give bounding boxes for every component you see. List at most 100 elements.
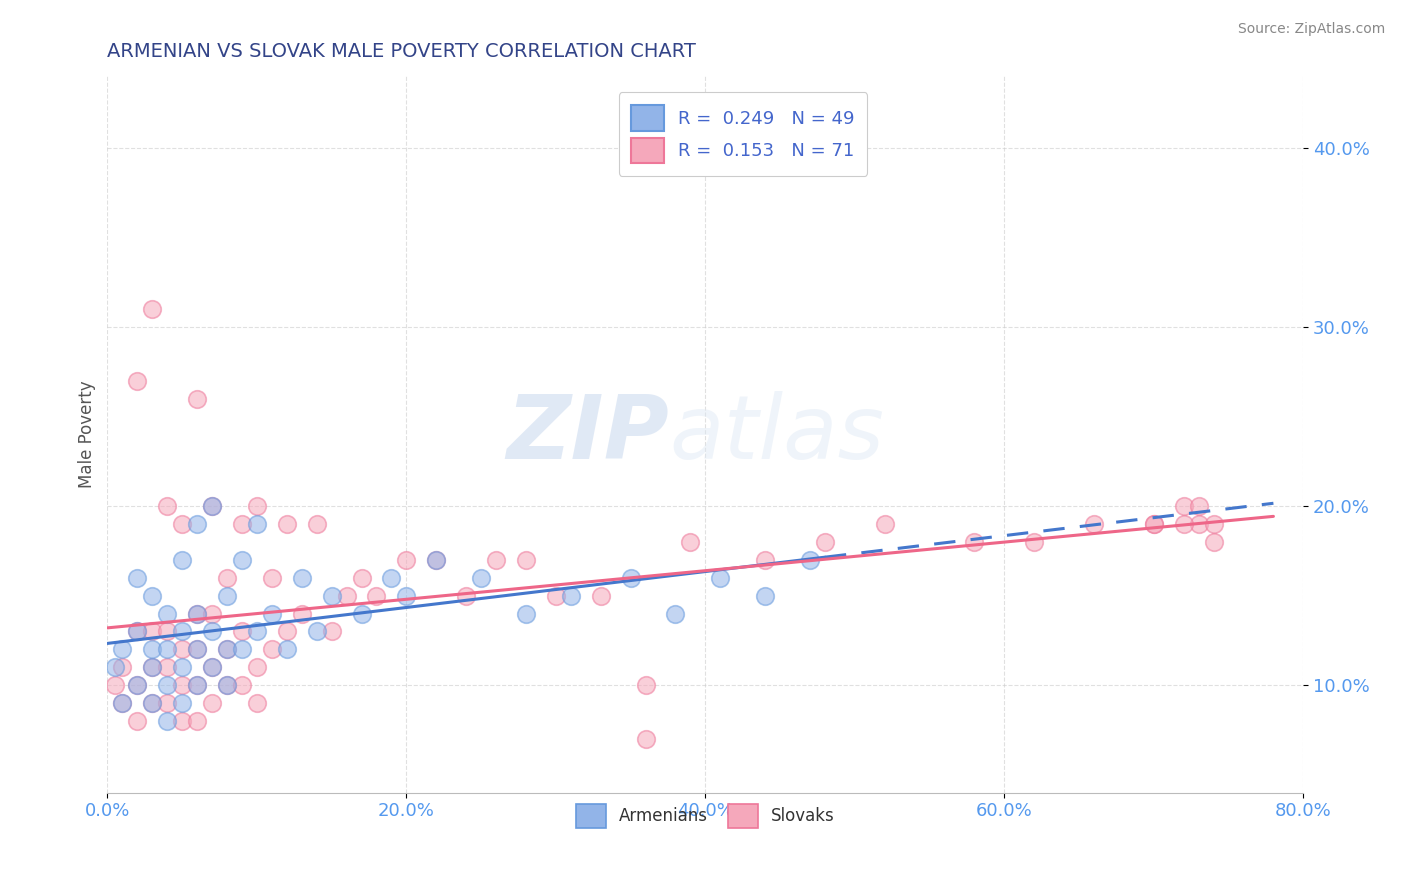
Point bbox=[172, 642, 194, 657]
Point bbox=[366, 589, 388, 603]
Point bbox=[201, 660, 224, 674]
Point bbox=[305, 516, 328, 531]
Point bbox=[231, 516, 253, 531]
Point bbox=[127, 374, 149, 388]
Point bbox=[186, 714, 208, 728]
Point bbox=[350, 607, 373, 621]
Point bbox=[754, 553, 776, 567]
Point bbox=[335, 589, 357, 603]
Point bbox=[141, 696, 163, 710]
Text: ARMENIAN VS SLOVAK MALE POVERTY CORRELATION CHART: ARMENIAN VS SLOVAK MALE POVERTY CORRELAT… bbox=[107, 42, 696, 61]
Point bbox=[395, 589, 418, 603]
Point bbox=[276, 624, 298, 639]
Point bbox=[260, 571, 283, 585]
Point bbox=[1143, 516, 1166, 531]
Point bbox=[456, 589, 478, 603]
Point bbox=[634, 678, 657, 692]
Point bbox=[172, 696, 194, 710]
Legend: Armenians, Slovaks: Armenians, Slovaks bbox=[569, 797, 842, 835]
Point bbox=[1024, 535, 1046, 549]
Point bbox=[172, 553, 194, 567]
Point bbox=[963, 535, 986, 549]
Point bbox=[560, 589, 582, 603]
Point bbox=[215, 642, 238, 657]
Point bbox=[1143, 516, 1166, 531]
Point bbox=[172, 714, 194, 728]
Point bbox=[231, 678, 253, 692]
Point bbox=[1188, 499, 1211, 513]
Point bbox=[291, 607, 314, 621]
Point bbox=[1173, 499, 1195, 513]
Point bbox=[201, 499, 224, 513]
Point bbox=[127, 678, 149, 692]
Point bbox=[201, 660, 224, 674]
Point bbox=[141, 589, 163, 603]
Point bbox=[172, 678, 194, 692]
Point bbox=[395, 553, 418, 567]
Point bbox=[291, 571, 314, 585]
Point bbox=[104, 660, 127, 674]
Point bbox=[231, 642, 253, 657]
Point bbox=[350, 571, 373, 585]
Point bbox=[754, 589, 776, 603]
Point bbox=[260, 642, 283, 657]
Point bbox=[634, 731, 657, 746]
Point bbox=[1173, 516, 1195, 531]
Point bbox=[186, 607, 208, 621]
Point bbox=[215, 589, 238, 603]
Point bbox=[156, 607, 179, 621]
Point bbox=[156, 642, 179, 657]
Point bbox=[186, 392, 208, 406]
Point bbox=[127, 714, 149, 728]
Point bbox=[141, 660, 163, 674]
Point bbox=[111, 660, 134, 674]
Point bbox=[156, 696, 179, 710]
Point bbox=[425, 553, 447, 567]
Point bbox=[231, 624, 253, 639]
Point bbox=[515, 553, 537, 567]
Point bbox=[127, 624, 149, 639]
Point bbox=[186, 678, 208, 692]
Point bbox=[172, 660, 194, 674]
Point bbox=[246, 499, 269, 513]
Point bbox=[186, 642, 208, 657]
Point bbox=[321, 624, 343, 639]
Point bbox=[246, 696, 269, 710]
Point bbox=[104, 678, 127, 692]
Point bbox=[709, 571, 731, 585]
Point bbox=[186, 678, 208, 692]
Point bbox=[380, 571, 402, 585]
Point bbox=[111, 696, 134, 710]
Point bbox=[1202, 535, 1225, 549]
Point bbox=[679, 535, 702, 549]
Point bbox=[156, 678, 179, 692]
Y-axis label: Male Poverty: Male Poverty bbox=[79, 381, 96, 488]
Text: ZIP: ZIP bbox=[506, 391, 669, 478]
Point bbox=[231, 553, 253, 567]
Point bbox=[186, 516, 208, 531]
Point bbox=[201, 499, 224, 513]
Point bbox=[485, 553, 508, 567]
Point bbox=[1188, 516, 1211, 531]
Point bbox=[276, 642, 298, 657]
Point bbox=[127, 678, 149, 692]
Point bbox=[276, 516, 298, 531]
Point bbox=[201, 624, 224, 639]
Point bbox=[664, 607, 686, 621]
Text: Source: ZipAtlas.com: Source: ZipAtlas.com bbox=[1237, 22, 1385, 37]
Point bbox=[515, 607, 537, 621]
Point bbox=[201, 607, 224, 621]
Point bbox=[814, 535, 837, 549]
Point bbox=[589, 589, 612, 603]
Point bbox=[1083, 516, 1105, 531]
Point bbox=[172, 624, 194, 639]
Point bbox=[156, 499, 179, 513]
Point bbox=[620, 571, 643, 585]
Point bbox=[172, 516, 194, 531]
Point bbox=[127, 624, 149, 639]
Point bbox=[1202, 516, 1225, 531]
Point bbox=[470, 571, 492, 585]
Point bbox=[186, 607, 208, 621]
Point bbox=[305, 624, 328, 639]
Point bbox=[799, 553, 821, 567]
